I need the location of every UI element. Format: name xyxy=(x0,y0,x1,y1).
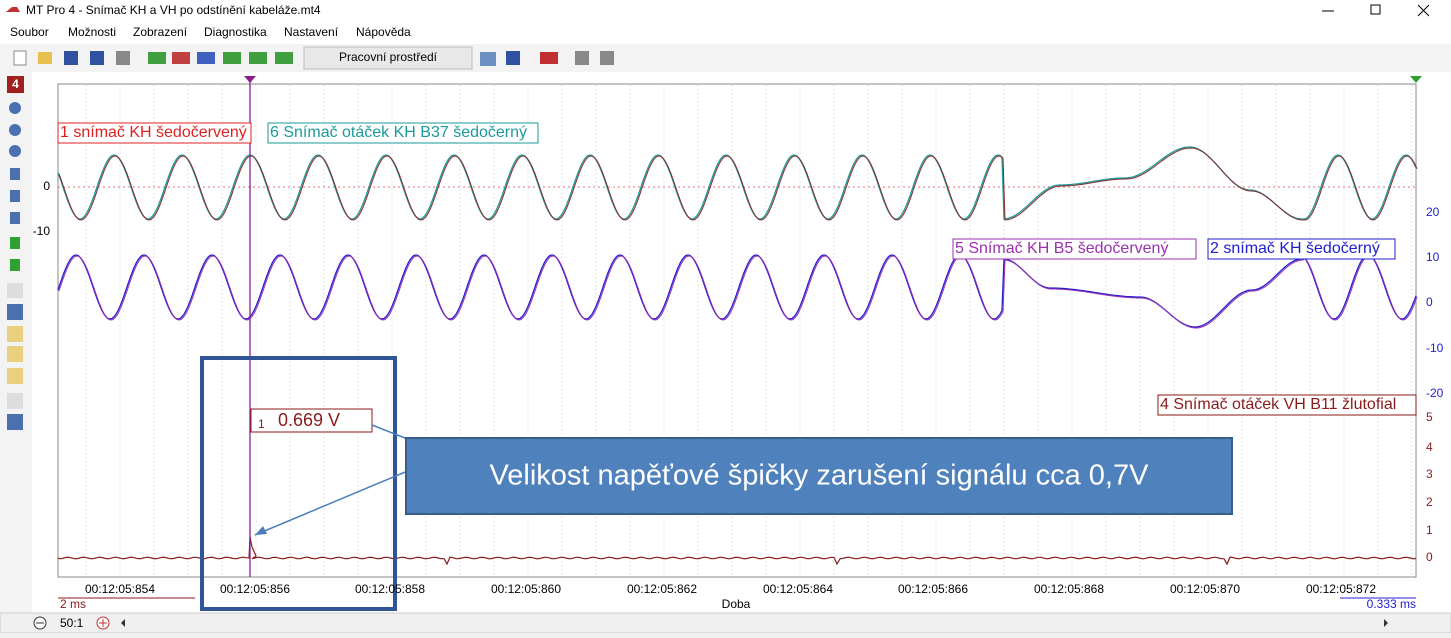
left-toolbar xyxy=(0,72,32,613)
time-label: 00:12:05:866 xyxy=(898,582,968,596)
menu-item[interactable]: Soubor xyxy=(10,25,49,39)
menu-item[interactable]: Zobrazení xyxy=(133,25,188,39)
axis-label: Doba xyxy=(722,597,751,611)
menu-item[interactable]: Nastavení xyxy=(284,25,339,39)
left-axis-label: 0 xyxy=(43,179,50,193)
time-label: 00:12:05:854 xyxy=(85,582,155,596)
waveforms xyxy=(57,146,1418,566)
close[interactable] xyxy=(1417,4,1430,17)
scale-left: 2 ms xyxy=(60,597,86,611)
right-axis-blue: 20 xyxy=(1426,205,1440,219)
left-axis-label: -10 xyxy=(33,224,51,238)
badge xyxy=(7,76,24,93)
readout-index: 1 xyxy=(258,417,265,431)
menu-item[interactable]: Diagnostika xyxy=(204,25,267,39)
trace-4 xyxy=(57,536,1417,566)
channel-label-box[interactable] xyxy=(1207,238,1396,260)
right-axis-red: 2 xyxy=(1426,495,1433,509)
zoom-level: 50:1 xyxy=(60,616,84,630)
scale-right: 0.333 ms xyxy=(1367,597,1416,611)
end-handle[interactable] xyxy=(1410,76,1422,83)
menu-item[interactable]: Možnosti xyxy=(68,25,116,39)
channel-label: 1 snímač KH šedočervený xyxy=(60,124,247,141)
toolbar-icons xyxy=(13,50,614,66)
title-bar xyxy=(0,0,1451,22)
time-label: 00:12:05:860 xyxy=(491,582,561,596)
channel-label: 6 Snímač otáček KH B37 šedočerný xyxy=(270,124,527,141)
right-axis-red: 0 xyxy=(1426,550,1433,564)
app-icon xyxy=(6,7,20,12)
callout-arrow xyxy=(254,424,411,536)
arrow-head xyxy=(255,526,267,535)
time-label: 00:12:05:872 xyxy=(1306,582,1376,596)
right-axis-blue: 0 xyxy=(1426,295,1433,309)
cursor-handle[interactable] xyxy=(244,76,256,83)
channel-label: 4 Snímač otáček VH B11 žlutofial xyxy=(1160,396,1396,413)
callout-text: Velikost napěťové špičky zarušení signál… xyxy=(490,460,1150,492)
left-tool-icons xyxy=(7,102,23,430)
workspace-label: Pracovní prostředí xyxy=(339,50,438,64)
time-label: 00:12:05:856 xyxy=(220,582,290,596)
time-label: 00:12:05:862 xyxy=(627,582,697,596)
right-axis-red: 1 xyxy=(1426,523,1433,537)
right-axis-blue: -20 xyxy=(1426,386,1444,400)
status-bar xyxy=(0,612,1451,634)
right-axis-blue: 10 xyxy=(1426,250,1440,264)
right-axis-red: 3 xyxy=(1426,467,1433,481)
right-axis-red: 5 xyxy=(1426,410,1433,424)
highlight-box xyxy=(200,356,397,611)
badge-text: 4 xyxy=(12,77,19,91)
trace-1 xyxy=(58,147,1418,221)
channel-label: 5 Snímač KH B5 šedočervený xyxy=(955,240,1168,257)
time-label: 00:12:05:868 xyxy=(1034,582,1104,596)
time-label: 00:12:05:858 xyxy=(355,582,425,596)
channel-label-box[interactable] xyxy=(1157,394,1417,416)
callout-box xyxy=(405,437,1233,515)
channel-label: 2 snímač KH šedočerný xyxy=(1210,240,1380,257)
channel-label-box[interactable] xyxy=(267,122,539,144)
time-label: 00:12:05:864 xyxy=(763,582,833,596)
time-label: 00:12:05:870 xyxy=(1170,582,1240,596)
channel-label-box[interactable] xyxy=(57,122,252,144)
window-title: MT Pro 4 - Snímač KH a VH po odstínění k… xyxy=(26,3,321,17)
zoom-in-icon xyxy=(99,619,107,627)
menu-item[interactable]: Nápověda xyxy=(356,25,411,39)
toolbar xyxy=(0,44,1451,72)
trace-6 xyxy=(57,146,1417,220)
right-axis-red: 4 xyxy=(1426,440,1433,454)
menu-bar xyxy=(0,22,1451,44)
workspace-dropdown[interactable] xyxy=(303,46,473,70)
readout-box xyxy=(250,408,373,433)
channel-label-box[interactable] xyxy=(952,238,1197,260)
readout-value: 0.669 V xyxy=(278,410,340,430)
right-axis-blue: -10 xyxy=(1426,341,1444,355)
trace-5 xyxy=(58,255,1418,329)
maximize[interactable] xyxy=(1370,4,1381,15)
